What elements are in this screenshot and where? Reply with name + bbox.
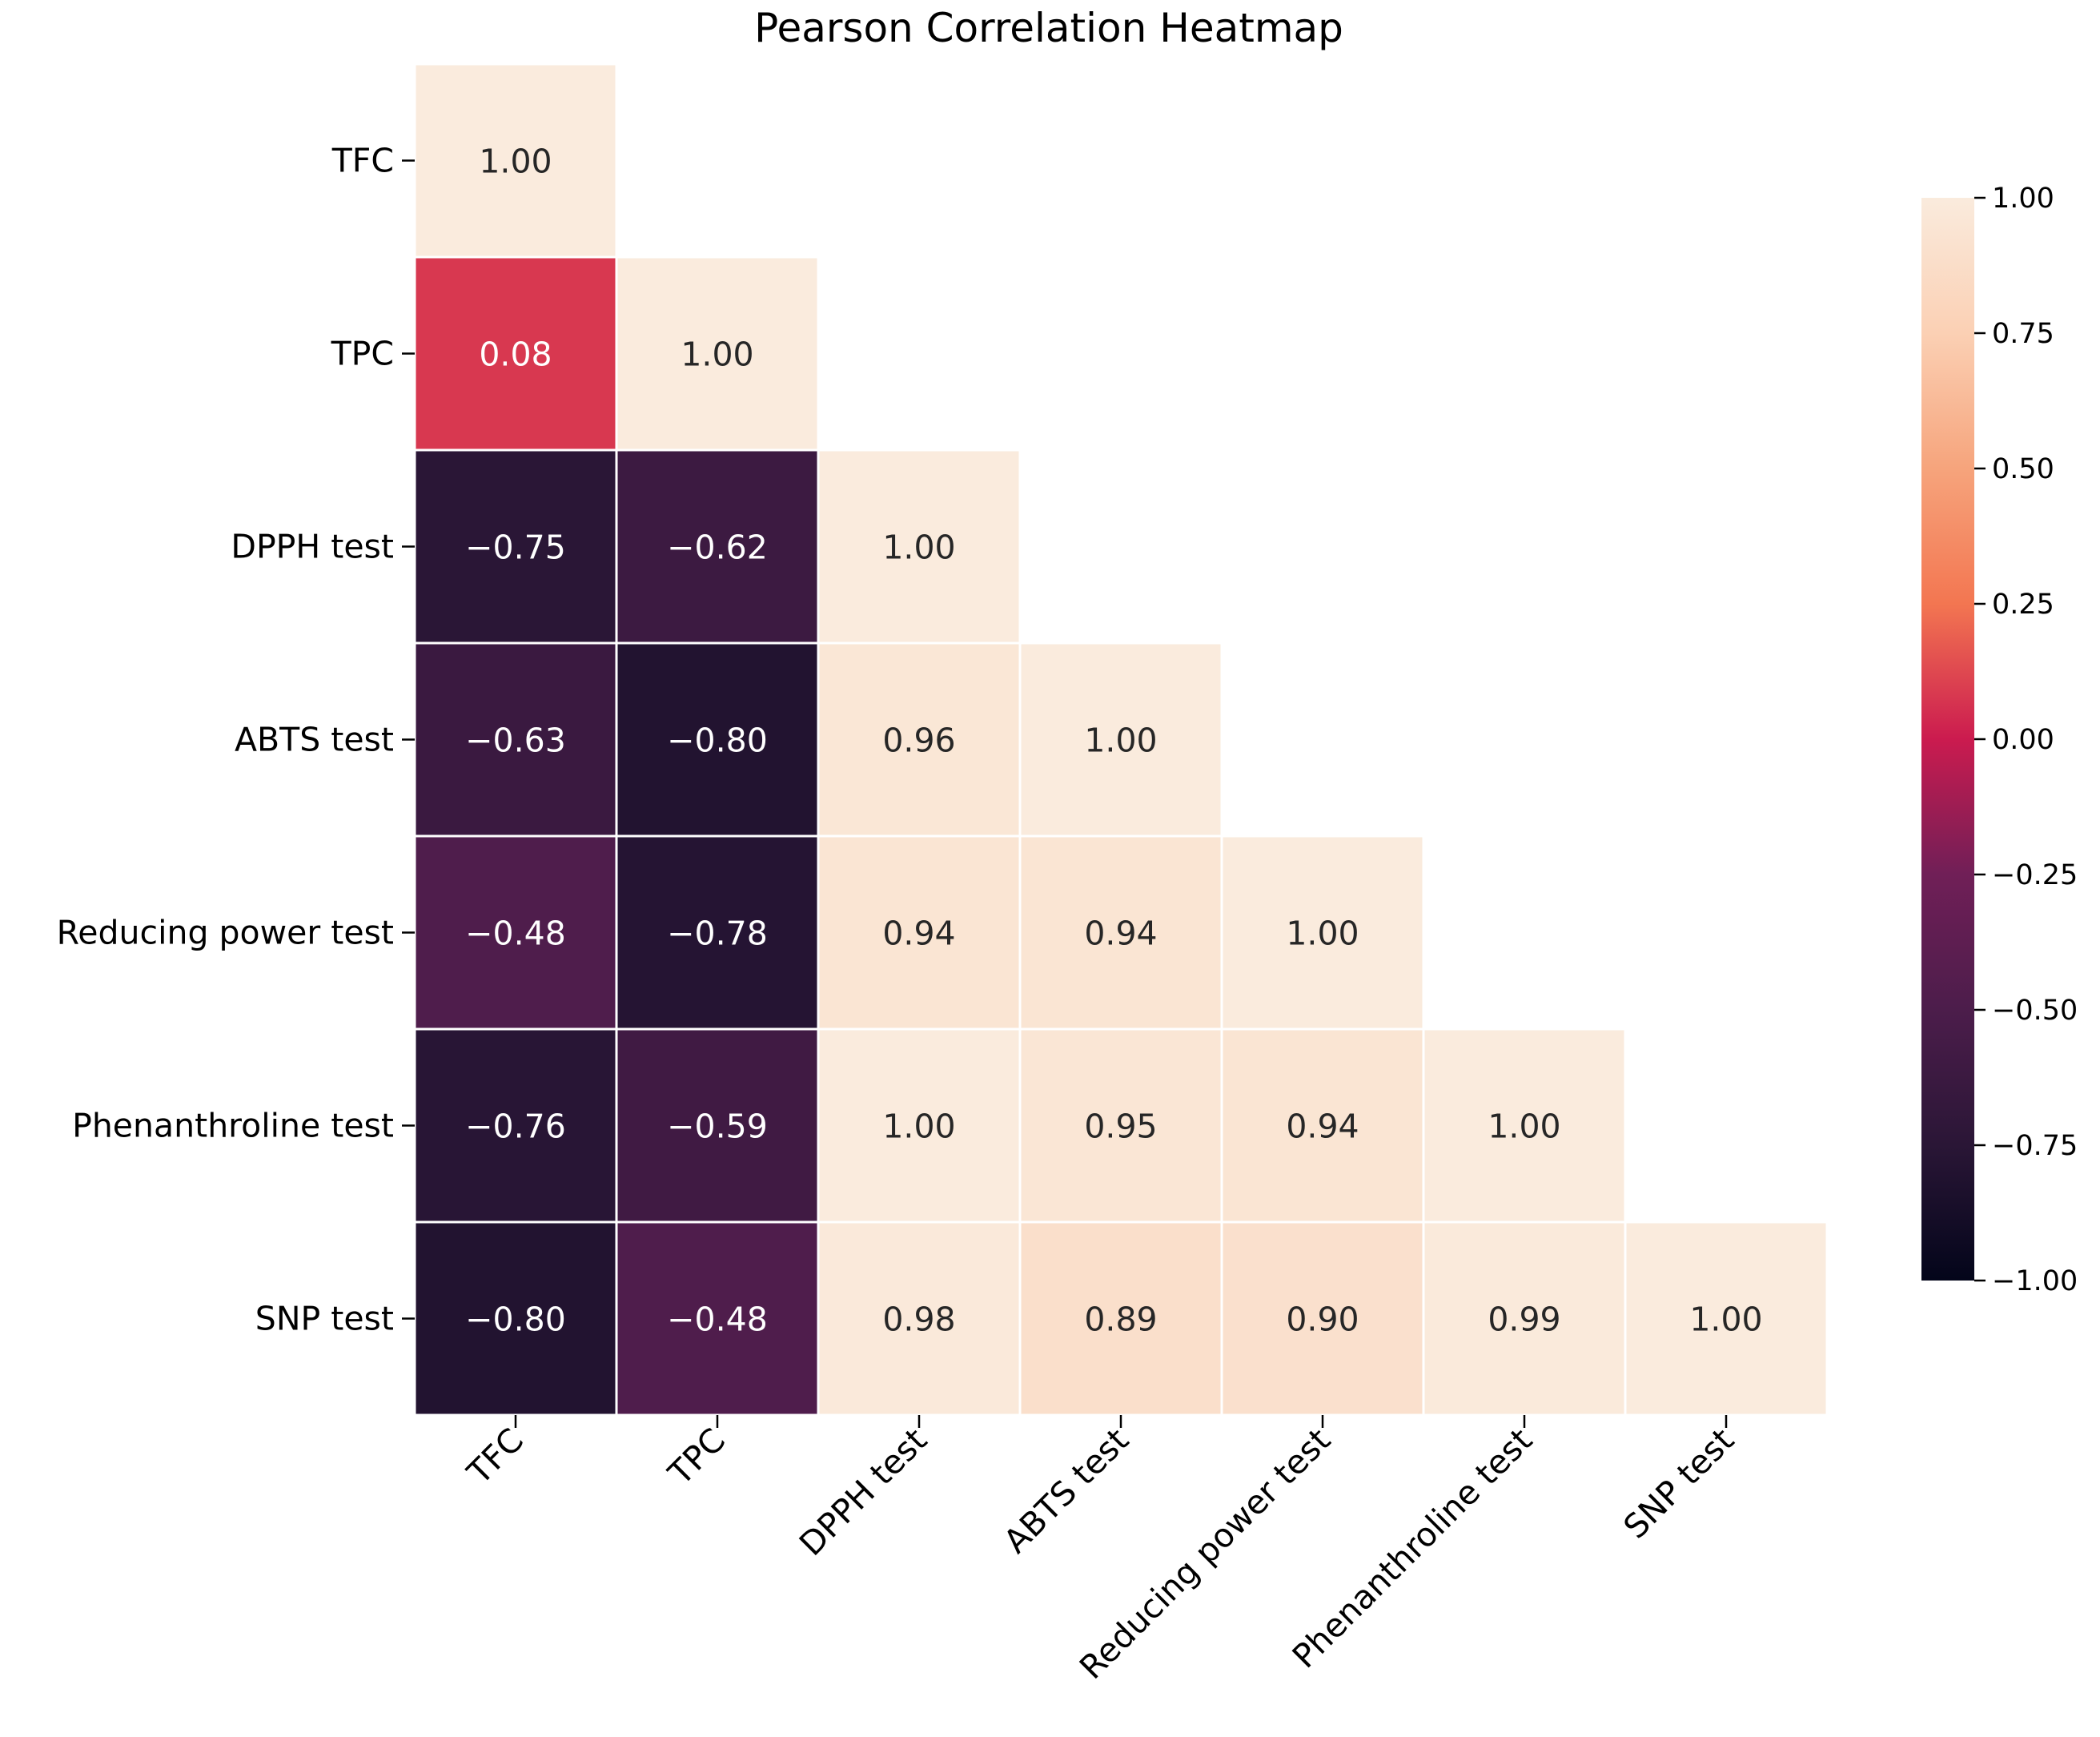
heatmap-cell-abts-test-tpc bbox=[615, 641, 820, 838]
cell-value-snp-test-tpc: −0.48 bbox=[667, 1301, 768, 1339]
heatmap-cell-tpc-tpc bbox=[615, 255, 820, 452]
x-tick-label-tpc: TPC bbox=[661, 1421, 733, 1493]
cell-value-abts-test-dpph-test: 0.96 bbox=[882, 722, 955, 760]
colorbar: 1.00 0.75 0.50 0.25 0.00 −0.25 −0.50 −0.75 −1.00 bbox=[1921, 183, 2078, 1297]
cell-value-reducing-power-test-abts-test: 0.94 bbox=[1084, 915, 1157, 953]
y-axis: TFC TPC DPPH test ABTS test Reducing power t… bbox=[57, 142, 415, 1338]
x-tick-label-dpph-test: DPPH test bbox=[792, 1421, 934, 1563]
heatmap-cells bbox=[413, 62, 1829, 1417]
y-tick-label-tfc: TFC bbox=[331, 142, 394, 180]
cell-value-snp-test-abts-test: 0.89 bbox=[1084, 1301, 1157, 1339]
heatmap-cell-snp-test-tpc bbox=[615, 1220, 820, 1417]
x-tick-label-tfc: TFC bbox=[460, 1421, 531, 1492]
heatmap-cell-reducing-power-test-abts-test bbox=[1018, 834, 1223, 1031]
y-tick-label-abts-test: ABTS test bbox=[235, 721, 394, 759]
cell-value-abts-test-tpc: −0.80 bbox=[667, 722, 768, 760]
heatmap-cell-tpc-tfc bbox=[413, 255, 618, 452]
x-tick-label-snp-test: SNP test bbox=[1616, 1421, 1741, 1546]
heatmap-cell-reducing-power-test-tpc bbox=[615, 834, 820, 1031]
cell-value-phenanthroline-test-tpc: −0.59 bbox=[667, 1108, 768, 1146]
colorbar-tick-label: −0.75 bbox=[1992, 1130, 2078, 1162]
heatmap-cell-labels: 1.00 0.08 1.00 −0.75 −0.62 1.00 −0.63 −0.80 0.96… bbox=[465, 143, 1762, 1339]
cell-value-phenanthroline-test-tfc: −0.76 bbox=[465, 1108, 566, 1146]
heatmap-cell-phenanthroline-test-abts-test bbox=[1018, 1027, 1223, 1224]
cell-value-abts-test-tfc: −0.63 bbox=[465, 722, 566, 760]
cell-value-phenanthroline-test-abts-test: 0.95 bbox=[1084, 1108, 1157, 1146]
cell-value-reducing-power-test-tfc: −0.48 bbox=[465, 915, 566, 953]
heatmap-cell-phenanthroline-test-tpc bbox=[615, 1027, 820, 1224]
heatmap-cell-phenanthroline-test-dpph-test bbox=[817, 1027, 1022, 1224]
colorbar-tick-label: 0.75 bbox=[1992, 318, 2054, 350]
cell-value-snp-test-phenanthroline-test: 0.99 bbox=[1488, 1301, 1560, 1339]
heatmap-cell-snp-test-snp-test bbox=[1624, 1220, 1829, 1417]
heatmap-cell-dpph-test-tpc bbox=[615, 448, 820, 645]
heatmap-cell-dpph-test-tfc bbox=[413, 448, 618, 645]
cell-value-dpph-test-dpph-test: 1.00 bbox=[882, 529, 955, 567]
cell-value-tpc-tfc: 0.08 bbox=[479, 336, 552, 374]
y-tick-label-tpc: TPC bbox=[331, 335, 394, 373]
cell-value-phenanthroline-test-phenanthroline-test: 1.00 bbox=[1488, 1108, 1560, 1146]
heatmap-cell-reducing-power-test-dpph-test bbox=[817, 834, 1022, 1031]
heatmap-cell-phenanthroline-test-phenanthroline-test bbox=[1422, 1027, 1627, 1224]
heatmap-cell-snp-test-phenanthroline-test bbox=[1422, 1220, 1627, 1417]
heatmap-cell-abts-test-abts-test bbox=[1018, 641, 1223, 838]
cell-value-abts-test-abts-test: 1.00 bbox=[1084, 722, 1157, 760]
cell-value-reducing-power-test-tpc: −0.78 bbox=[667, 915, 768, 953]
cell-value-snp-test-dpph-test: 0.98 bbox=[882, 1301, 955, 1339]
colorbar-tick-label: 1.00 bbox=[1992, 183, 2054, 215]
cell-value-snp-test-reducing-power-test: 0.90 bbox=[1286, 1301, 1359, 1339]
colorbar-tick-label: 0.50 bbox=[1992, 453, 2054, 485]
cell-value-reducing-power-test-reducing-power-test: 1.00 bbox=[1286, 915, 1359, 953]
cell-value-phenanthroline-test-reducing-power-test: 0.94 bbox=[1286, 1108, 1359, 1146]
colorbar-tick-label: 0.00 bbox=[1992, 724, 2054, 756]
cell-value-dpph-test-tpc: −0.62 bbox=[667, 529, 768, 567]
heatmap-cell-snp-test-abts-test bbox=[1018, 1220, 1223, 1417]
heatmap-cell-phenanthroline-test-reducing-power-test bbox=[1220, 1027, 1425, 1224]
colorbar-tick-label: −0.50 bbox=[1992, 995, 2078, 1027]
colorbar-tick-label: 0.25 bbox=[1992, 589, 2054, 621]
cell-value-tpc-tpc: 1.00 bbox=[681, 336, 753, 374]
y-tick-label-snp-test: SNP test bbox=[255, 1300, 394, 1338]
cell-value-phenanthroline-test-dpph-test: 1.00 bbox=[882, 1108, 955, 1146]
cell-value-dpph-test-tfc: −0.75 bbox=[465, 529, 566, 567]
x-tick-label-abts-test: ABTS test bbox=[996, 1421, 1136, 1561]
heatmap-cell-snp-test-tfc bbox=[413, 1220, 618, 1417]
cell-value-tfc-tfc: 1.00 bbox=[479, 143, 552, 181]
cell-value-snp-test-tfc: −0.80 bbox=[465, 1301, 566, 1339]
cell-value-snp-test-snp-test: 1.00 bbox=[1689, 1301, 1762, 1339]
colorbar-gradient bbox=[1921, 198, 1974, 1281]
colorbar-tick-label: −1.00 bbox=[1992, 1265, 2078, 1297]
y-tick-label-phenanthroline-test: Phenanthroline test bbox=[72, 1107, 394, 1145]
colorbar-tick-label: −0.25 bbox=[1992, 859, 2078, 891]
cell-value-reducing-power-test-dpph-test: 0.94 bbox=[882, 915, 955, 953]
heatmap-cell-reducing-power-test-reducing-power-test bbox=[1220, 834, 1425, 1031]
y-tick-label-reducing-power-test: Reducing power test bbox=[57, 914, 394, 952]
heatmap-cell-dpph-test-dpph-test bbox=[817, 448, 1022, 645]
heatmap-cell-tfc-tfc bbox=[413, 62, 618, 259]
chart-title: Pearson Correlation Heatmap bbox=[754, 5, 1343, 51]
y-tick-label-dpph-test: DPPH test bbox=[231, 528, 394, 566]
